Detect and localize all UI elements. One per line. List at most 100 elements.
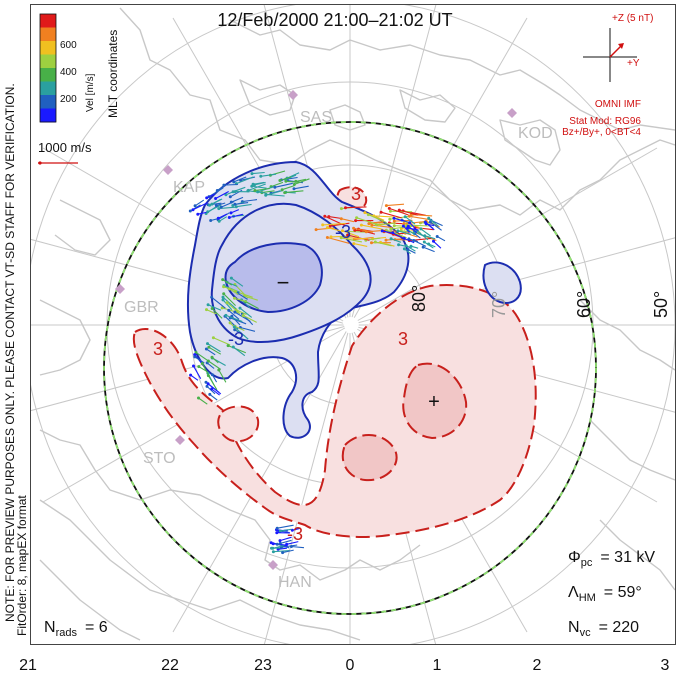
velocity-vector-origin [323, 214, 327, 218]
velocity-vector [228, 309, 240, 320]
stats-lambda: ΛHM = 59° [568, 584, 642, 604]
velocity-vector-origin [346, 233, 350, 237]
velocity-vector [409, 215, 431, 221]
velocity-vector-origin [374, 223, 378, 227]
pos-outer-contour [132, 284, 537, 538]
colorbar-segment [40, 14, 56, 28]
velocity-vector-origin [196, 212, 200, 216]
mlt-tick: 2 [533, 657, 542, 674]
velocity-vector-origin [211, 336, 215, 340]
velocity-vector-origin [227, 308, 231, 312]
velocity-vector-origin [214, 197, 218, 200]
velocity-vector-origin [367, 222, 371, 226]
velocity-vector-origin [210, 295, 214, 299]
reference-vector-dot [38, 161, 42, 165]
velocity-vector-origin [232, 180, 236, 184]
velocity-vector [242, 315, 257, 323]
velocity-vector-origin [432, 239, 435, 243]
velocity-vector-origin [292, 187, 296, 191]
velocity-vector [273, 550, 290, 553]
velocity-vector-origin [275, 526, 279, 530]
velocity-vector [277, 524, 294, 529]
velocity-vector-origin [206, 359, 210, 363]
velocity-vector-origin [422, 240, 426, 244]
hm-boundary-green [103, 121, 597, 615]
velocity-vector-origin [285, 542, 289, 546]
velocity-vector [232, 186, 246, 193]
velocity-vector [433, 240, 442, 249]
lat-label-70: 70° [489, 291, 509, 318]
velocity-vector [407, 227, 419, 231]
velocity-vector [390, 210, 413, 213]
velocity-vector [241, 299, 251, 309]
velocity-vector-origin [401, 224, 405, 228]
velocity-vector [193, 365, 202, 379]
velocity-vector [240, 326, 256, 332]
velocity-vector [279, 176, 292, 182]
velocity-vector-origin [408, 214, 411, 218]
velocity-vector-origin [278, 179, 282, 182]
velocity-vector-origin [231, 345, 235, 349]
velocity-vector [328, 216, 342, 220]
velocity-vector-origin [222, 292, 226, 296]
velocity-vector-origin [397, 243, 401, 247]
phi-value: = 31 kV [600, 549, 655, 566]
velocity-vector [294, 178, 310, 185]
phi-symbol: Φ [568, 549, 581, 566]
velocity-vector-origin [329, 235, 333, 239]
velocity-vector [368, 221, 384, 225]
velocity-vector [353, 227, 374, 233]
colorbar-tick: 200 [60, 94, 77, 105]
velocity-vector-origin [271, 550, 275, 554]
stats-nrads: Nrads = 6 [44, 619, 108, 639]
velocity-vector-origin [206, 342, 209, 346]
velocity-vector-origin [229, 200, 233, 204]
velocity-vector-origin [233, 310, 237, 314]
velocity-vector-origin [221, 298, 225, 302]
velocity-vector-origin [217, 219, 221, 223]
pos-contour-label: 3 [351, 184, 361, 204]
velocity-vector [245, 301, 259, 310]
velocity-vector-origin [208, 392, 212, 396]
velocity-vector [281, 544, 298, 548]
velocity-vector [253, 181, 265, 185]
velocity-vector-origin [403, 215, 407, 219]
velocity-vector-origin [271, 546, 275, 550]
colorbar-segment [40, 95, 56, 109]
velocity-vector [382, 230, 393, 234]
velocity-vector-origin [314, 228, 318, 232]
velocity-vector-origin [292, 182, 296, 186]
velocity-vector [201, 363, 211, 378]
velocity-vector-origin [220, 306, 224, 310]
velocity-vector-origin [250, 172, 254, 176]
velocity-vector-origin [207, 345, 211, 349]
velocity-vector-origin [224, 313, 228, 317]
velocity-vector [247, 190, 266, 194]
velocity-vector [194, 356, 205, 364]
velocity-vector [345, 237, 369, 240]
imf-clock: +Z (5 nT) +Y [583, 13, 653, 82]
lambda-subscript: HM [579, 592, 596, 604]
colorbar-segment [40, 81, 56, 96]
velocity-vector-origin [206, 303, 210, 307]
velocity-vector [327, 236, 350, 244]
velocity-vector-origin [280, 188, 284, 192]
colorbar-label: Vel [m/s] [85, 73, 96, 112]
velocity-vector-origin [193, 353, 197, 357]
preview-note: NOTE: FOR PREVIEW PURPOSES ONLY. PLEASE … [3, 83, 17, 622]
velocity-vector-origin [221, 295, 225, 299]
velocity-vector-origin [259, 174, 263, 178]
nrads-value: = 6 [85, 619, 108, 636]
velocity-vector-origin [392, 224, 396, 228]
stats-phi: Φpc = 31 kV [568, 549, 655, 569]
velocity-vector-origin [344, 236, 348, 240]
latitude-labels: 80° 70° 60° 50° [409, 285, 671, 318]
velocity-vector [216, 202, 226, 207]
velocity-vector-origin [194, 350, 198, 354]
velocity-vector [195, 351, 209, 362]
velocity-vector [422, 246, 435, 253]
velocity-vector-origin [233, 202, 237, 206]
velocity-vector [386, 203, 405, 207]
imf-y-label: +Y [627, 58, 640, 69]
colorbar-segment [40, 41, 56, 55]
